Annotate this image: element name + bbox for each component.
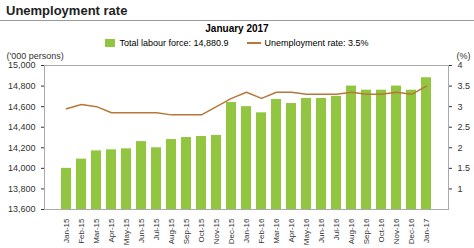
svg-text:14,800: 14,800 [8, 81, 36, 91]
svg-text:Apr-15: Apr-15 [107, 218, 116, 243]
svg-text:2.5: 2.5 [458, 122, 471, 132]
svg-text:13,600: 13,600 [8, 204, 36, 214]
svg-text:2: 2 [458, 143, 463, 153]
html-text:Unemployment rate: Unemployment rate [6, 3, 128, 18]
svg-text:Nov-16: Nov-16 [392, 218, 401, 244]
svg-text:Dec-15: Dec-15 [227, 218, 236, 244]
svg-text:14,200: 14,200 [8, 143, 36, 153]
svg-text:May-16: May-16 [302, 218, 311, 245]
svg-text:Aug-16: Aug-16 [347, 218, 356, 244]
svg-text:13,800: 13,800 [8, 184, 36, 194]
svg-text:Mar-15: Mar-15 [92, 218, 101, 244]
html-text:Unemployment rate: 3.5%: Unemployment rate: 3.5% [264, 37, 369, 48]
svg-text:Feb-16: Feb-16 [257, 218, 266, 244]
svg-text:Jan-17: Jan-17 [422, 218, 431, 243]
svg-text:14,400: 14,400 [8, 122, 36, 132]
svg-text:('000 persons): ('000 persons) [7, 51, 64, 61]
svg-text:Feb-15: Feb-15 [77, 218, 86, 244]
svg-text:3: 3 [458, 102, 463, 112]
svg-text:4: 4 [458, 60, 463, 70]
svg-text:Jun-15: Jun-15 [137, 218, 146, 243]
svg-text:1.5: 1.5 [458, 163, 471, 173]
svg-text:Apr-16: Apr-16 [287, 218, 296, 243]
svg-text:14,600: 14,600 [8, 102, 36, 112]
svg-text:Jan-15: Jan-15 [62, 218, 71, 243]
svg-text:3.5: 3.5 [458, 81, 471, 91]
html-text:January 2017: January 2017 [205, 23, 269, 34]
svg-text:Jul-16: Jul-16 [332, 218, 341, 240]
svg-text:(%): (%) [457, 51, 471, 61]
svg-text:Nov-15: Nov-15 [212, 218, 221, 244]
svg-text:Mar-16: Mar-16 [272, 218, 281, 244]
svg-text:Jun-16: Jun-16 [317, 218, 326, 243]
svg-text:Sep-15: Sep-15 [182, 218, 191, 244]
svg-text:Dec-16: Dec-16 [407, 218, 416, 244]
svg-text:Oct-16: Oct-16 [377, 218, 386, 243]
svg-text:Jan-16: Jan-16 [242, 218, 251, 243]
html-text:Total labour force: 14,880.9: Total labour force: 14,880.9 [119, 37, 229, 48]
svg-text:14,000: 14,000 [8, 163, 36, 173]
svg-text:Aug-15: Aug-15 [167, 218, 176, 244]
svg-text:May-15: May-15 [122, 218, 131, 245]
svg-text:1: 1 [458, 184, 463, 194]
svg-text:Sep-16: Sep-16 [362, 218, 371, 244]
svg-text:Oct-15: Oct-15 [197, 218, 206, 243]
svg-text:Jul-15: Jul-15 [152, 218, 161, 240]
svg-text:15,000: 15,000 [8, 60, 36, 70]
